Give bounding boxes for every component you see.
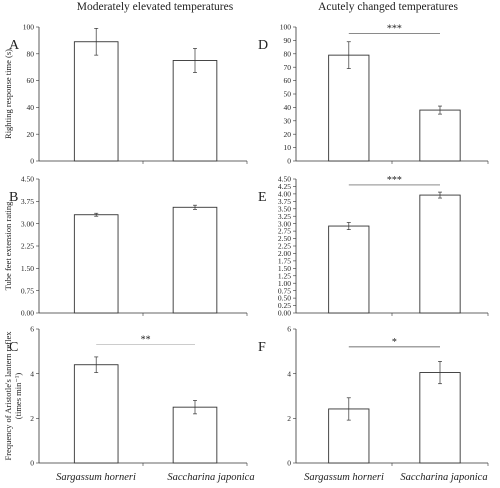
y-tick-label: 4 — [287, 369, 291, 378]
y-tick-label: 3.00 — [278, 219, 291, 228]
bar-a-2 — [172, 60, 218, 162]
column-title-left: Moderately elevated temperatures — [77, 1, 234, 13]
y-tick-label: 100 — [280, 23, 292, 32]
panel-letter-a: A — [9, 38, 20, 53]
y-tick-label: 80 — [284, 49, 292, 58]
y-tick-label: 6 — [287, 325, 291, 334]
y-tick-label: 4.00 — [278, 189, 291, 198]
bar-f-2 — [419, 372, 461, 464]
y-tick-label: 0 — [287, 459, 291, 468]
y-axis-label: Frequency of Aristotle's lantern reflex — [3, 331, 13, 461]
y-tick-label: 4.50 — [278, 175, 291, 184]
y-tick-label: 2 — [30, 414, 34, 423]
y-tick-label: 4.50 — [21, 175, 34, 184]
panel-d: 0 10 20 30 40 50 60 70 80 90 100 D *** — [258, 23, 489, 166]
y-tick-label: 1.50 — [278, 264, 291, 273]
bar-d-1 — [328, 54, 370, 162]
y-tick-label: 3.25 — [278, 212, 291, 221]
y-tick-label: 2.25 — [278, 242, 291, 251]
panel-letter-e: E — [258, 190, 267, 205]
category-label-left-2: Saccharina japonica — [167, 472, 254, 483]
bar-c-2 — [172, 406, 218, 464]
y-tick-label: 20 — [27, 130, 35, 139]
y-tick-label: 10 — [284, 143, 292, 152]
y-tick-label: 0.75 — [278, 286, 291, 295]
bar-b-2 — [172, 206, 218, 314]
y-tick-label: 0.00 — [21, 309, 34, 318]
y-tick-label: 60 — [284, 76, 292, 85]
y-tick-label: 3.75 — [278, 197, 291, 206]
significance-label: * — [392, 337, 397, 348]
y-tick-label: 2.50 — [278, 234, 291, 243]
y-tick-label: 0.75 — [21, 286, 34, 295]
y-tick-label: 70 — [284, 63, 292, 72]
significance-label: *** — [387, 24, 402, 35]
y-tick-label: 30 — [284, 116, 292, 125]
y-tick-label: 3.50 — [278, 204, 291, 213]
panel-letter-c: C — [9, 340, 18, 355]
bar-e-1 — [328, 225, 370, 314]
y-tick-label: 2.25 — [21, 242, 34, 251]
y-tick-label: 40 — [284, 103, 292, 112]
category-label-left-1: Sargassum horneri — [56, 472, 136, 483]
category-label-right-2: Saccharina japonica — [400, 472, 487, 483]
y-tick-label: 0 — [287, 157, 291, 166]
x-axis-category-labels: Sargassum horneri Saccharina japonica Sa… — [56, 472, 488, 483]
panel-letter-b: B — [9, 190, 18, 205]
y-tick-label: 100 — [23, 23, 35, 32]
y-tick-label: 90 — [284, 36, 292, 45]
y-tick-label: 40 — [27, 103, 35, 112]
bar-e-2 — [419, 194, 461, 314]
category-label-right-1: Sargassum horneri — [304, 472, 384, 483]
y-tick-label: 0 — [30, 459, 34, 468]
y-tick-label: 60 — [27, 76, 35, 85]
panel-letter-f: F — [258, 340, 266, 355]
bar-c-1 — [73, 364, 119, 464]
y-tick-label: 6 — [30, 325, 34, 334]
panel-f: 0 2 4 6 F * — [258, 325, 489, 468]
y-tick-label: 20 — [284, 130, 292, 139]
y-axis-label: Righting response time (s) — [3, 49, 13, 139]
y-tick-label: 1.75 — [278, 256, 291, 265]
y-tick-label: 4 — [30, 369, 34, 378]
y-tick-label: 0.50 — [278, 294, 291, 303]
y-tick-label: 1.25 — [278, 271, 291, 280]
bar-b-1 — [73, 214, 119, 314]
y-axis-label: Tube feet extension rating — [3, 201, 13, 290]
y-axis-label-unit: (times min⁻¹) — [13, 373, 23, 420]
column-title-right: Acutely changed temperatures — [318, 1, 458, 13]
y-tick-label: 2.00 — [278, 249, 291, 258]
y-tick-label: 4.25 — [278, 182, 291, 191]
y-tick-label: 2 — [287, 414, 291, 423]
y-tick-label: 2.75 — [278, 227, 291, 236]
y-tick-label: 80 — [27, 49, 35, 58]
significance-label: ** — [141, 335, 151, 346]
y-tick-label: 1.00 — [278, 279, 291, 288]
y-tick-label: 0.25 — [278, 301, 291, 310]
y-tick-label: 50 — [284, 90, 292, 99]
y-tick-label: 3.00 — [21, 219, 34, 228]
y-tick-label: 3.75 — [21, 197, 34, 206]
bar-d-2 — [419, 109, 461, 162]
y-tick-label: 0 — [30, 157, 34, 166]
panel-letter-d: D — [258, 38, 268, 53]
y-tick-label: 0.00 — [278, 309, 291, 318]
panel-e: 0.000.250.500.751.001.251.501.752.002.25… — [258, 175, 489, 318]
bar-a-1 — [73, 41, 119, 162]
significance-label: *** — [387, 175, 402, 186]
y-tick-label: 1.50 — [21, 264, 34, 273]
